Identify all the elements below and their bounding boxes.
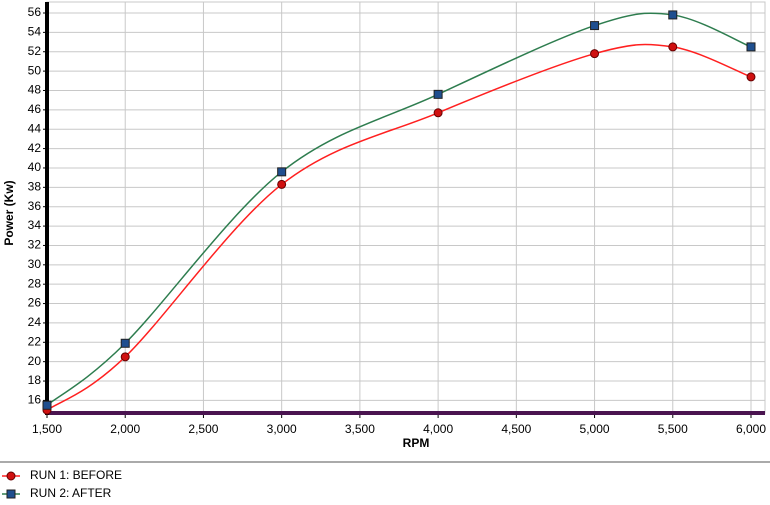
y-axis-label: Power (Kw) bbox=[2, 180, 16, 245]
marker bbox=[433, 89, 443, 99]
y-tick-label: 32 bbox=[28, 238, 42, 252]
y-tick-label: 52 bbox=[28, 44, 42, 58]
y-tick-label: 56 bbox=[28, 5, 42, 19]
y-tick-label: 54 bbox=[28, 25, 42, 39]
x-tick-label: 5,000 bbox=[580, 422, 610, 436]
y-tick-label: 34 bbox=[28, 218, 42, 232]
y-tick-label: 38 bbox=[28, 180, 42, 194]
x-tick-label: 2,000 bbox=[110, 422, 140, 436]
x-tick-label: 4,500 bbox=[501, 422, 531, 436]
marker bbox=[746, 42, 756, 52]
y-tick-label: 22 bbox=[28, 334, 42, 348]
marker bbox=[277, 167, 287, 177]
y-tick-label: 28 bbox=[28, 276, 42, 290]
x-tick-label: 4,000 bbox=[423, 422, 453, 436]
legend-marker bbox=[6, 489, 16, 499]
marker bbox=[668, 10, 678, 20]
x-tick-label: 5,500 bbox=[658, 422, 688, 436]
y-tick-label: 36 bbox=[28, 199, 42, 213]
legend-label: RUN 1: BEFORE bbox=[30, 468, 122, 482]
y-tick-label: 44 bbox=[28, 121, 42, 135]
y-tick-label: 18 bbox=[28, 373, 42, 387]
y-tick-label: 30 bbox=[28, 257, 42, 271]
x-axis-label: RPM bbox=[403, 436, 430, 450]
y-tick-label: 26 bbox=[28, 296, 42, 310]
marker bbox=[120, 338, 130, 348]
x-tick-label: 2,500 bbox=[188, 422, 218, 436]
marker bbox=[42, 400, 52, 410]
marker bbox=[746, 72, 756, 82]
x-tick-label: 6,000 bbox=[736, 422, 766, 436]
x-tick-label: 1,500 bbox=[32, 422, 62, 436]
y-tick-label: 16 bbox=[28, 393, 42, 407]
marker bbox=[668, 42, 678, 52]
legend-marker bbox=[6, 471, 16, 481]
y-tick-label: 20 bbox=[28, 354, 42, 368]
marker bbox=[590, 49, 600, 59]
marker bbox=[120, 352, 130, 362]
marker bbox=[590, 21, 600, 31]
y-tick-label: 42 bbox=[28, 141, 42, 155]
y-tick-label: 48 bbox=[28, 83, 42, 97]
y-tick-label: 40 bbox=[28, 160, 42, 174]
x-tick-label: 3,000 bbox=[267, 422, 297, 436]
legend-label: RUN 2: AFTER bbox=[30, 486, 112, 500]
y-tick-label: 46 bbox=[28, 102, 42, 116]
marker bbox=[277, 179, 287, 189]
y-tick-label: 24 bbox=[28, 315, 42, 329]
x-tick-label: 3,500 bbox=[345, 422, 375, 436]
y-tick-label: 50 bbox=[28, 63, 42, 77]
marker bbox=[433, 108, 443, 118]
plot-area bbox=[46, 1, 766, 414]
series-line bbox=[46, 43, 752, 411]
